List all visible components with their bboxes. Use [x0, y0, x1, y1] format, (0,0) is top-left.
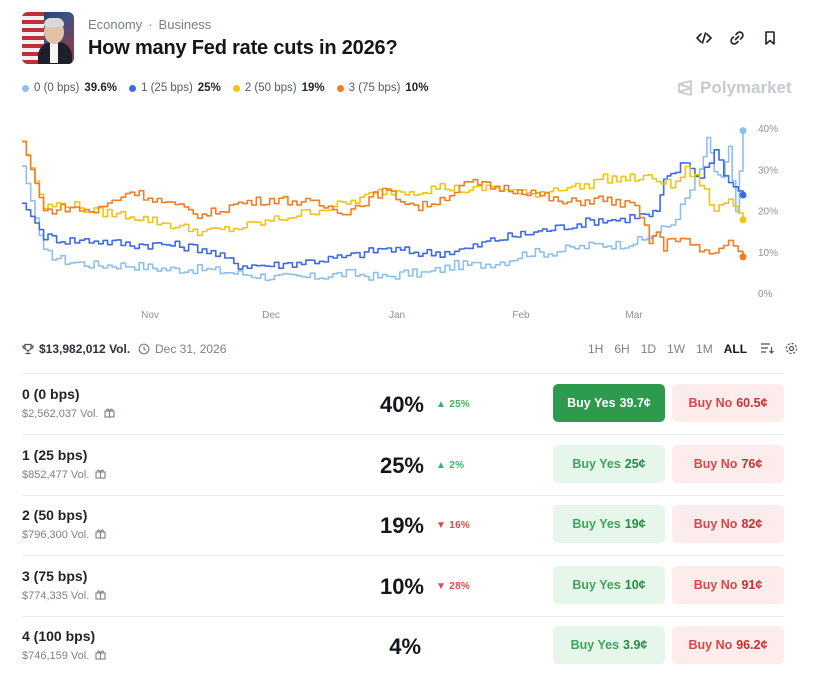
buy-yes-button[interactable]: Buy Yes 25¢ [553, 445, 665, 483]
time-range-selector: 1H 6H 1D 1W 1M ALL [588, 342, 798, 358]
embed-icon[interactable] [693, 27, 715, 49]
range-1d[interactable]: 1D [640, 342, 657, 356]
end-date: Dec 31, 2026 [138, 342, 226, 356]
outcome-change: ▲ 25% [436, 399, 471, 410]
trophy-icon [22, 343, 34, 355]
x-tick-label: Jan [389, 310, 405, 321]
y-tick-label: 40% [758, 124, 778, 135]
outcome-row-0[interactable]: 0 (0 bps) $2,562,037 Vol. 40% ▲ 25% Buy Y… [22, 374, 784, 435]
buy-no-button[interactable]: Buy No 76¢ [672, 445, 784, 483]
total-volume: $13,982,012 Vol. [22, 342, 130, 356]
breadcrumb-economy[interactable]: Economy [88, 17, 143, 32]
outcome-name: 2 (50 bps) [22, 507, 88, 523]
link-icon[interactable] [726, 27, 748, 49]
outcome-percent: 10% [379, 574, 424, 599]
gift-icon[interactable] [95, 649, 106, 663]
legend-swatch [22, 84, 29, 92]
series-endpoint-3 [739, 253, 747, 261]
legend-swatch [129, 84, 136, 92]
buy-yes-button[interactable]: Buy Yes 10¢ [553, 566, 665, 604]
y-tick-label: 20% [758, 207, 778, 218]
series-line-3 [22, 140, 744, 257]
range-1h[interactable]: 1H [588, 342, 604, 356]
outcome-percent: 4% [389, 634, 421, 659]
series-endpoint-0 [739, 127, 747, 135]
outcome-change: ▼ 16% [436, 520, 471, 531]
y-tick-label: 30% [758, 165, 778, 176]
outcome-name: 3 (75 bps) [22, 568, 88, 584]
outcome-name: 0 (0 bps) [22, 386, 80, 402]
chart-legend: 0 (0 bps) 39.6% 1 (25 bps) 25% 2 (50 bps) 1… [22, 82, 428, 94]
series-line-1 [22, 149, 744, 270]
series-endpoint-2 [739, 216, 747, 224]
legend-swatch [336, 84, 344, 92]
outcome-percent: 25% [379, 453, 424, 478]
outcome-percent: 40% [379, 392, 424, 417]
outcome-percent: 19% [379, 513, 424, 538]
divider [22, 373, 784, 374]
settings-gear-icon[interactable] [785, 342, 798, 358]
outcome-row-4[interactable]: 4 (100 bps) $746,159 Vol. 4% Buy Yes 3.9¢… [22, 616, 784, 676]
arrow-down-icon: ▼ [436, 520, 447, 531]
buy-yes-button[interactable]: Buy Yes 3.9¢ [553, 626, 665, 664]
y-tick-label: 0% [758, 289, 773, 300]
gift-icon[interactable] [104, 407, 116, 421]
buy-no-button[interactable]: Buy No 60.5¢ [672, 384, 784, 422]
range-all[interactable]: ALL [723, 342, 748, 356]
page-title: How many Fed rate cuts in 2026? [88, 37, 398, 59]
legend-item-0[interactable]: 0 (0 bps) 39.6% [22, 82, 117, 94]
clock-icon [138, 343, 150, 355]
market-thumbnail [22, 12, 74, 64]
series-endpoint-1 [739, 191, 747, 199]
legend-item-1[interactable]: 1 (25 bps) 25% [129, 82, 221, 94]
outcome-volume: $852,477 Vol. [22, 469, 90, 481]
arrow-up-icon: ▲ [436, 399, 447, 410]
series-line-0 [22, 130, 744, 282]
bookmark-icon[interactable] [759, 27, 781, 49]
gift-icon[interactable] [95, 528, 106, 542]
arrow-up-icon: ▲ [436, 460, 447, 471]
x-tick-label: Mar [625, 310, 643, 321]
outcome-change: ▼ 28% [436, 581, 471, 592]
outcome-row-1[interactable]: 1 (25 bps) $852,477 Vol. 25% ▲ 2% Buy Yes… [22, 435, 784, 496]
buy-yes-button[interactable]: Buy Yes 19¢ [553, 505, 665, 543]
outcome-row-3[interactable]: 3 (75 bps) $774,335 Vol. 10% ▼ 28% Buy Ye… [22, 556, 784, 617]
filter-icon[interactable] [760, 342, 774, 358]
legend-item-2[interactable]: 2 (50 bps) 19% [232, 82, 325, 94]
gift-icon[interactable] [95, 468, 106, 482]
breadcrumb-business[interactable]: Business [158, 17, 212, 32]
buy-yes-button[interactable]: Buy Yes 39.7¢ [553, 384, 665, 422]
outcome-volume: $746,159 Vol. [22, 650, 90, 662]
buy-no-button[interactable]: Buy No 91¢ [672, 566, 784, 604]
gift-icon[interactable] [95, 589, 106, 603]
outcome-volume: $2,562,037 Vol. [22, 408, 99, 420]
price-history-chart[interactable]: 0% 10% 20% 30% 40% Nov Dec Jan Feb Mar [0, 115, 790, 325]
outcome-row-2[interactable]: 2 (50 bps) $796,300 Vol. 19% ▼ 16% Buy Ye… [22, 495, 784, 556]
range-6h[interactable]: 6H [614, 342, 630, 356]
outcome-name: 4 (100 bps) [22, 628, 96, 644]
polymarket-logo: Polymarket [676, 78, 792, 98]
x-tick-label: Nov [141, 310, 159, 321]
legend-swatch [232, 84, 240, 92]
outcome-name: 1 (25 bps) [22, 447, 88, 463]
buy-no-button[interactable]: Buy No 96.2¢ [672, 626, 784, 664]
x-tick-label: Dec [262, 310, 280, 321]
buy-no-button[interactable]: Buy No 82¢ [672, 505, 784, 543]
x-tick-label: Feb [512, 310, 530, 321]
y-tick-label: 10% [758, 248, 778, 259]
outcome-volume: $796,300 Vol. [22, 529, 90, 541]
arrow-down-icon: ▼ [436, 581, 447, 592]
range-1m[interactable]: 1M [696, 342, 713, 356]
range-1w[interactable]: 1W [667, 342, 686, 356]
outcome-change: ▲ 2% [436, 460, 465, 471]
polymarket-icon [678, 80, 692, 96]
legend-item-3[interactable]: 3 (75 bps) 10% [336, 82, 428, 94]
breadcrumb: Economy · Business [88, 17, 212, 32]
outcome-volume: $774,335 Vol. [22, 590, 90, 602]
